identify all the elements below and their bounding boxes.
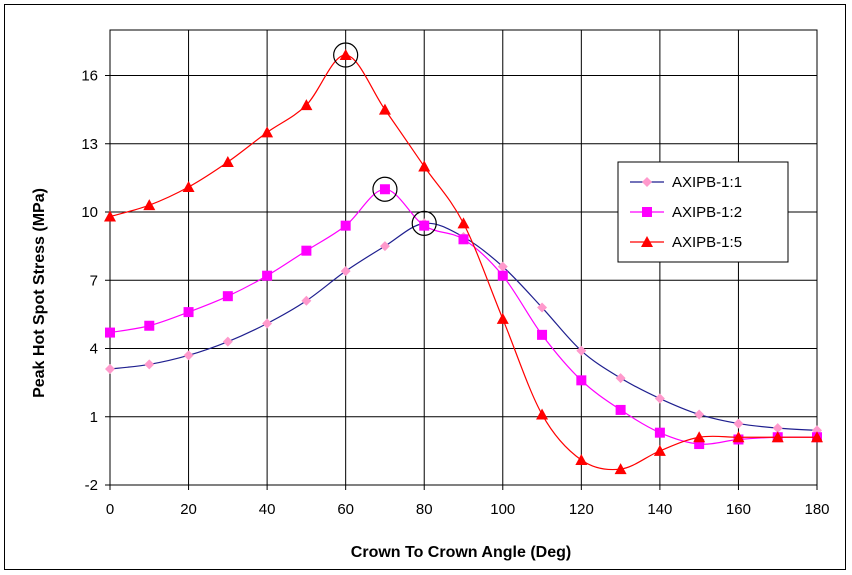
- legend-label: AXIPB-1:5: [672, 234, 742, 251]
- legend-item: AXIPB-1:1: [630, 174, 742, 191]
- data-point: [379, 184, 390, 195]
- data-point: [301, 295, 312, 306]
- legend-label: AXIPB-1:1: [672, 174, 742, 191]
- legend-marker: [642, 177, 652, 187]
- legend-marker: [642, 207, 652, 217]
- data-point: [222, 291, 233, 302]
- legend-item: AXIPB-1:5: [630, 234, 742, 251]
- x-tick-label: 0: [106, 501, 114, 518]
- data-point: [811, 431, 823, 443]
- y-tick-label: 13: [81, 136, 98, 153]
- data-point: [496, 312, 509, 324]
- data-point: [378, 103, 391, 115]
- data-point: [418, 160, 431, 172]
- data-point: [694, 439, 705, 450]
- data-point: [262, 270, 273, 281]
- x-tick-label: 20: [180, 501, 197, 518]
- y-axis-title: Peak Hot Spot Stress (MPa): [31, 188, 48, 398]
- x-tick-label: 60: [337, 501, 354, 518]
- data-point: [497, 270, 508, 281]
- data-point: [654, 393, 665, 404]
- data-point: [104, 210, 116, 222]
- data-point: [615, 373, 626, 384]
- data-point: [772, 423, 783, 434]
- data-point: [300, 99, 313, 111]
- data-point: [457, 217, 470, 229]
- y-tick-label: 16: [81, 68, 98, 85]
- y-tick-label: 1: [90, 409, 98, 426]
- data-point: [183, 307, 194, 318]
- x-tick-label: 140: [647, 501, 672, 518]
- data-point: [497, 261, 508, 272]
- data-point: [222, 336, 233, 347]
- data-point: [458, 234, 469, 245]
- series-layer: [104, 49, 823, 475]
- data-point: [144, 320, 155, 331]
- x-axis-title: Crown To Crown Angle (Deg): [351, 544, 571, 561]
- data-point: [340, 266, 351, 277]
- grid-lines: [109, 30, 818, 486]
- data-point: [653, 444, 666, 456]
- y-tick-label: 7: [90, 272, 98, 289]
- legend-label: AXIPB-1:2: [672, 204, 742, 221]
- data-point: [694, 409, 705, 420]
- data-point: [144, 359, 155, 370]
- data-point: [654, 427, 665, 438]
- data-point: [732, 431, 745, 443]
- legend-marker: [641, 236, 653, 247]
- peak-circle: [411, 210, 437, 236]
- data-point: [733, 418, 744, 429]
- data-point: [693, 431, 706, 443]
- data-point: [262, 318, 273, 329]
- x-tick-label: 80: [416, 501, 433, 518]
- data-point: [771, 431, 784, 443]
- y-tick-label: 10: [81, 204, 98, 221]
- legend-item: AXIPB-1:2: [630, 204, 742, 221]
- data-point: [143, 199, 156, 211]
- x-tick-label: 160: [726, 501, 751, 518]
- data-point: [183, 350, 194, 361]
- y-tick-label: 4: [90, 341, 98, 358]
- data-point: [615, 404, 626, 415]
- plot-border: [109, 29, 818, 486]
- data-point: [261, 126, 274, 138]
- peak-circle: [333, 42, 359, 68]
- data-point: [419, 220, 430, 231]
- y-axis-ticks: -2 1 4 7 10 13 16: [81, 68, 110, 494]
- series-3: [104, 49, 823, 475]
- data-point: [536, 408, 549, 420]
- data-point: [614, 463, 627, 475]
- data-point: [379, 241, 390, 252]
- x-tick-label: 100: [490, 501, 515, 518]
- x-axis-ticks: 0 20 40 60 80 100 120 140 160 180: [106, 485, 830, 518]
- y-tick-label: -2: [85, 477, 98, 494]
- data-point: [105, 363, 115, 374]
- data-point: [340, 220, 351, 231]
- x-tick-label: 180: [804, 501, 829, 518]
- x-tick-label: 120: [569, 501, 594, 518]
- peak-circle: [372, 176, 398, 202]
- legend: AXIPB-1:1 AXIPB-1:2 AXIPB-1:5: [617, 161, 789, 263]
- peak-circles: [333, 42, 437, 236]
- data-point: [221, 155, 234, 167]
- data-point: [537, 302, 548, 313]
- data-point: [339, 49, 352, 61]
- data-point: [105, 327, 115, 338]
- data-point: [301, 245, 312, 256]
- data-point: [575, 453, 588, 465]
- x-tick-label: 40: [259, 501, 276, 518]
- data-point: [182, 180, 195, 192]
- data-point: [576, 345, 587, 356]
- data-point: [576, 375, 587, 386]
- data-point: [537, 329, 548, 340]
